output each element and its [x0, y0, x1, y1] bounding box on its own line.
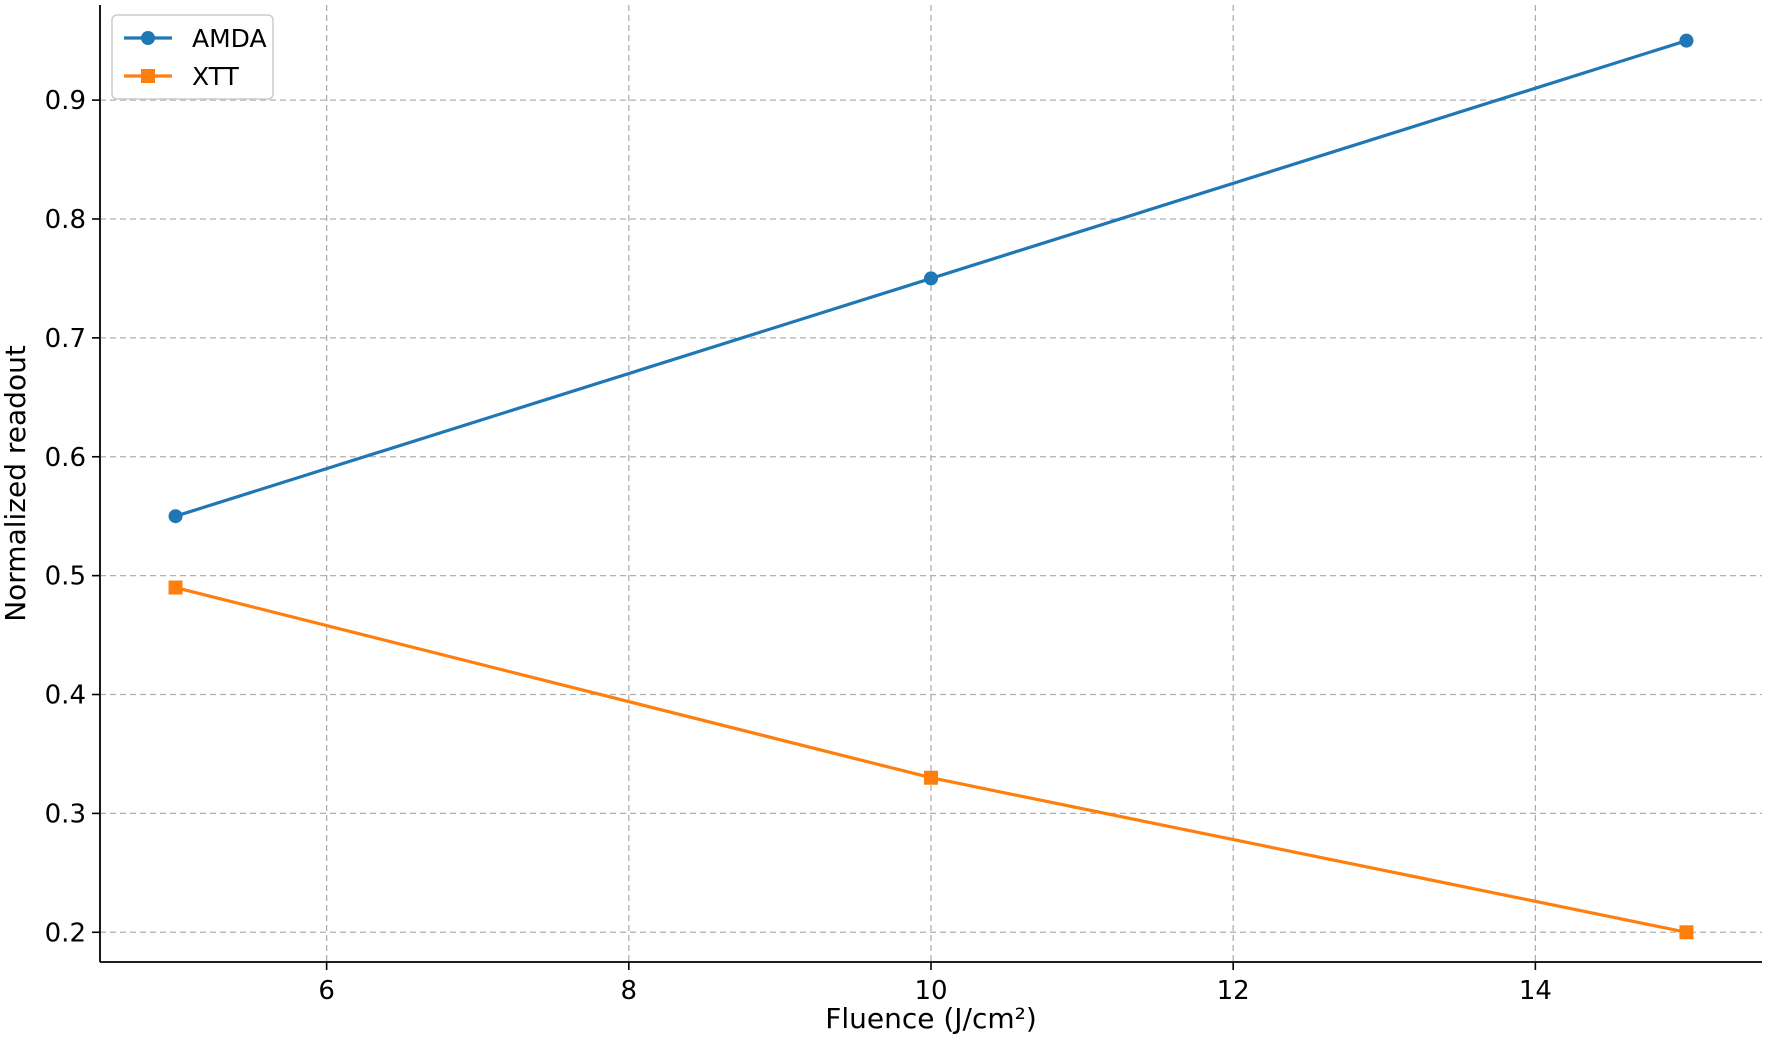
series-layer: [168, 33, 1694, 940]
y-tick-label: 0.6: [45, 443, 86, 473]
y-tick-label: 0.3: [45, 799, 86, 829]
x-tick-label: 10: [914, 976, 947, 1006]
y-tick-label: 0.5: [45, 562, 86, 592]
xtt-point: [1679, 925, 1694, 940]
y-tick-label: 0.2: [45, 918, 86, 948]
legend: AMDA XTT: [111, 14, 274, 100]
legend-xtt-point: [141, 69, 155, 83]
x-tick-label: 8: [621, 976, 638, 1006]
amda-point: [168, 509, 183, 524]
axes: 6 8 10 12 14 0.2 0.3 0.4 0.5 0.6 0.7 0.8 0.9 Fluenc…: [0, 5, 1762, 1035]
x-tick-label: 14: [1519, 976, 1552, 1006]
y-tick-label: 0.8: [45, 205, 86, 235]
legend-amda-point: [141, 31, 155, 45]
y-tick-label: 0.9: [45, 86, 86, 116]
xtt-point: [924, 770, 938, 785]
series-amda: [168, 33, 1694, 524]
y-axis-title: Normalized readout: [0, 345, 32, 622]
xtt-point: [168, 580, 183, 595]
x-tick-label: 6: [318, 976, 335, 1006]
grid: [100, 5, 1762, 962]
legend-label-xtt: XTT: [192, 62, 240, 91]
series-xtt: [168, 580, 1694, 940]
legend-label-amda: AMDA: [192, 24, 267, 53]
y-tick-label: 0.4: [45, 681, 86, 711]
amda-point: [924, 271, 938, 286]
y-tick-label: 0.7: [45, 324, 86, 354]
legend-item-amda: AMDA: [124, 24, 267, 53]
x-axis-ticks: 6 8 10 12 14: [318, 962, 1552, 1006]
y-axis-ticks: 0.2 0.3 0.4 0.5 0.6 0.7 0.8 0.9: [45, 86, 100, 948]
legend-item-xtt: XTT: [124, 62, 240, 91]
amda-point: [1679, 33, 1694, 48]
x-axis-title: Fluence (J/cm²): [825, 1002, 1037, 1035]
x-tick-label: 12: [1217, 976, 1250, 1006]
